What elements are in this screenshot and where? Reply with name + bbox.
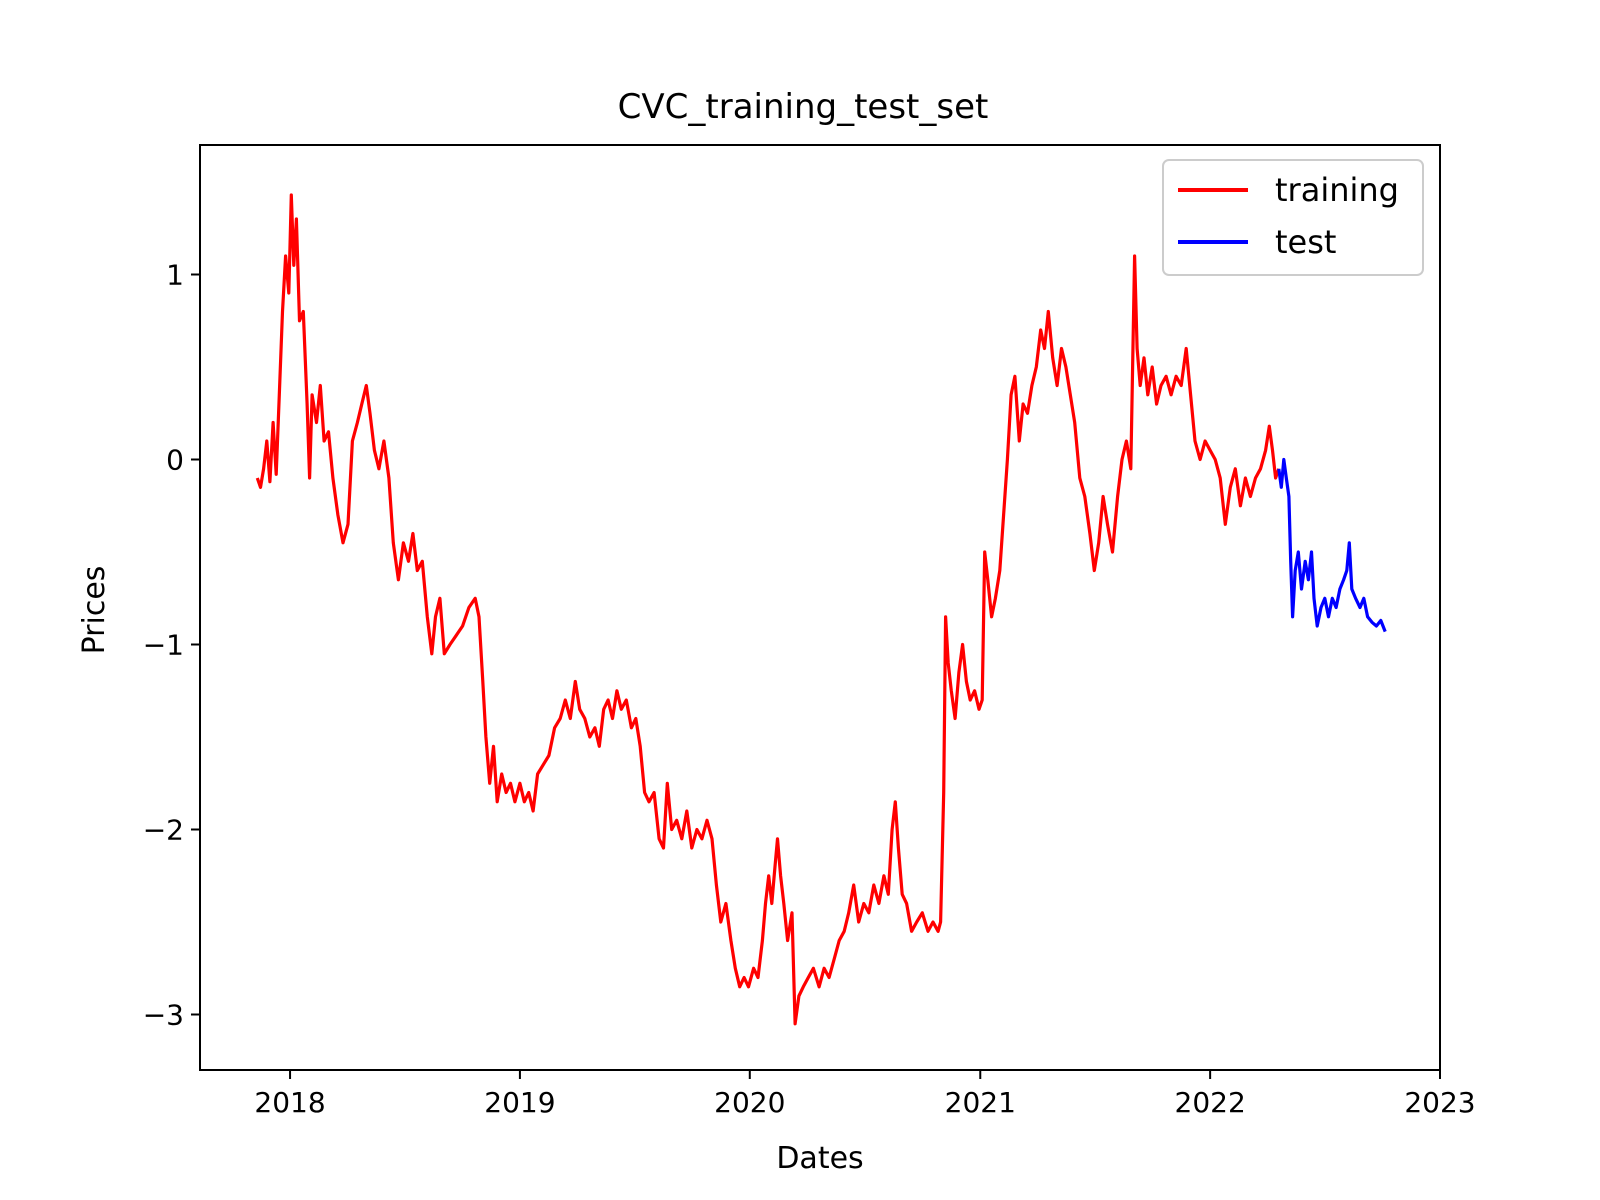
y-tick-label: 1 xyxy=(166,259,184,292)
y-axis-label: Prices xyxy=(77,566,112,655)
y-tick-label: −1 xyxy=(143,629,184,662)
chart-title: CVC_training_test_set xyxy=(618,87,989,127)
legend-label-training: training xyxy=(1275,171,1399,209)
x-tick-label: 2022 xyxy=(1175,1086,1246,1119)
x-axis: 2018 2019 2020 2021 2022 2023 xyxy=(254,1070,1476,1119)
series-line-training xyxy=(255,193,1281,1026)
x-tick-label: 2021 xyxy=(945,1086,1016,1119)
x-tick-label: 2019 xyxy=(484,1086,555,1119)
series-line-test xyxy=(1277,457,1387,633)
x-axis-label: Dates xyxy=(776,1141,863,1176)
y-tick-label: 0 xyxy=(166,444,184,477)
y-tick-label: −2 xyxy=(143,814,184,847)
legend: training test xyxy=(1162,159,1424,276)
x-tick-label: 2018 xyxy=(254,1086,325,1119)
x-tick-label: 2020 xyxy=(714,1086,785,1119)
series-layer xyxy=(255,193,1387,1026)
plot-frame xyxy=(199,144,1441,1071)
x-tick-label: 2023 xyxy=(1404,1086,1475,1119)
legend-label-test: test xyxy=(1275,223,1336,261)
y-tick-label: −3 xyxy=(143,999,184,1032)
y-axis: −3 −2 −1 0 1 xyxy=(143,259,200,1032)
